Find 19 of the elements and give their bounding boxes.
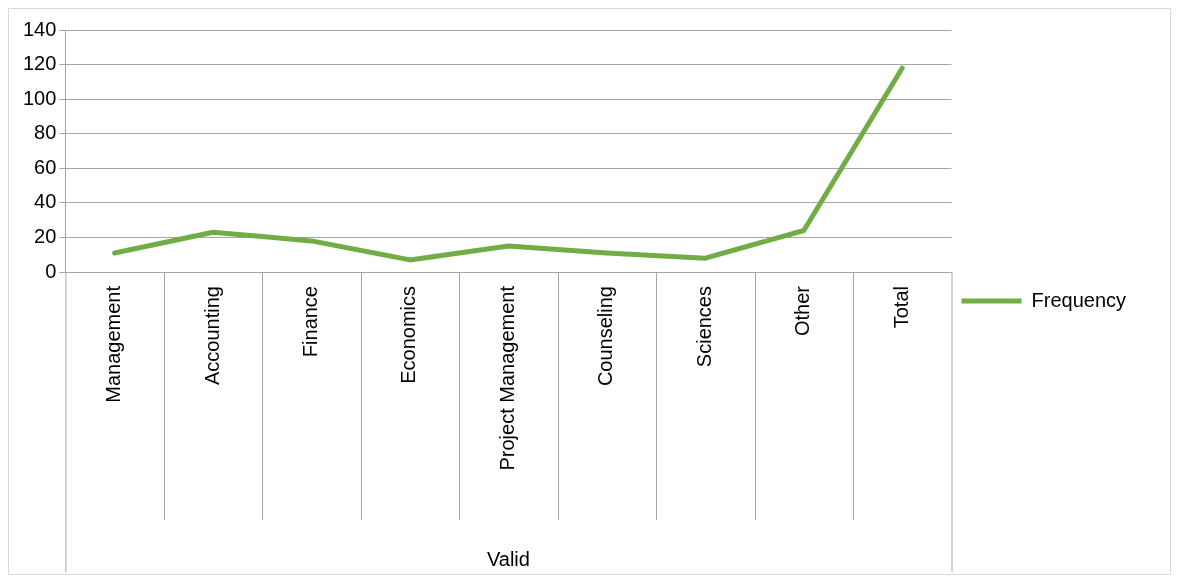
x-tick-label: Other: [791, 285, 814, 337]
x-tick-label: Total: [889, 286, 912, 329]
y-tick-label: 40: [34, 190, 57, 213]
y-tick-label: 0: [45, 259, 57, 282]
y-tick-label: 20: [34, 224, 57, 247]
y-tick-label: 120: [22, 52, 57, 75]
x-axis-title: Valid: [486, 547, 530, 570]
legend-label: Frequency: [1031, 288, 1127, 311]
x-tick-label: Economics: [397, 286, 420, 384]
x-tick-label: Counseling: [594, 286, 617, 387]
y-tick-label: 60: [34, 155, 57, 178]
x-tick-label: Project Management: [495, 285, 518, 471]
y-tick-label: 100: [22, 86, 57, 109]
x-tick-label: Accounting: [200, 286, 223, 385]
x-tick-label: Management: [102, 285, 125, 403]
y-tick-label: 140: [22, 17, 57, 40]
x-tick-label: Finance: [299, 286, 322, 358]
x-tick-label: Sciences: [692, 286, 715, 368]
y-tick-label: 80: [34, 121, 57, 144]
